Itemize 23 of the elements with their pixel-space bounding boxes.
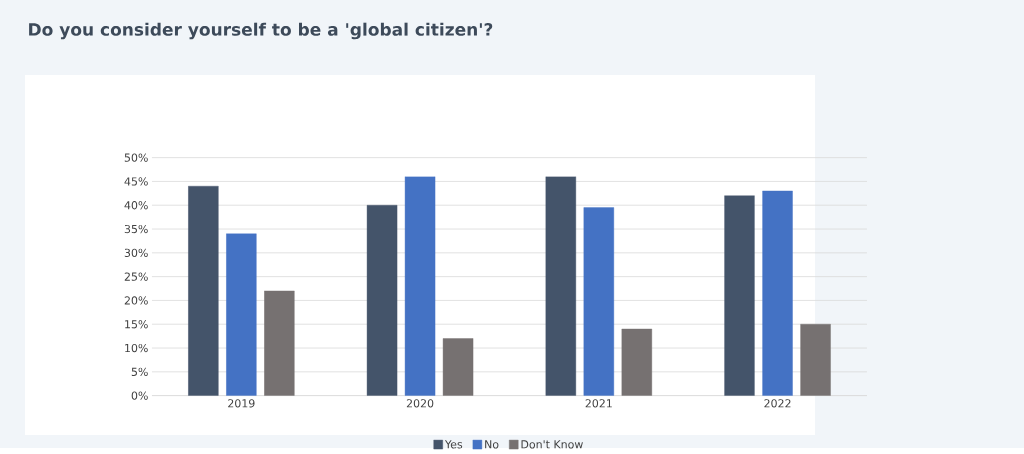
y-tick-label: 30% xyxy=(124,248,148,258)
y-tick-label: 25% xyxy=(124,272,148,281)
legend-label: Don't Know xyxy=(521,440,583,449)
x-tick-label: 2022 xyxy=(764,399,791,408)
bar xyxy=(442,338,474,396)
y-tick-label: 15% xyxy=(125,320,148,329)
y-tick-label: 20% xyxy=(124,296,148,305)
y-tick-label: 10% xyxy=(125,343,148,353)
bar xyxy=(621,328,653,396)
x-tick-label: 2019 xyxy=(228,399,255,408)
x-tick-label: 2021 xyxy=(585,399,612,408)
x-tick-label: 2020 xyxy=(406,399,434,408)
bar xyxy=(264,290,295,396)
y-tick-label: 35% xyxy=(124,224,148,234)
y-tick-label: 0% xyxy=(131,391,148,400)
legend-label: Yes xyxy=(444,440,463,449)
y-tick-label: 40% xyxy=(124,201,148,210)
bar xyxy=(800,324,831,396)
y-tick-label: 5% xyxy=(131,367,148,377)
chart-title: Do you consider yourself to be a 'global citizen'? xyxy=(29,22,493,40)
y-tick-label: 50% xyxy=(124,153,148,162)
y-tick-label: 45% xyxy=(124,177,148,186)
legend-label: No xyxy=(485,440,499,449)
